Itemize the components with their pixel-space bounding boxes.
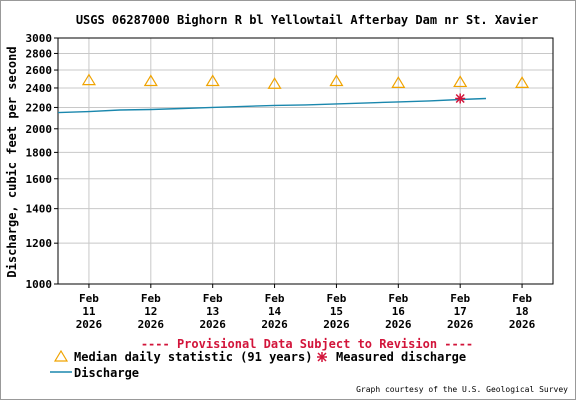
x-tick-label: Feb [327, 292, 347, 305]
x-tick-label: 2026 [447, 318, 474, 331]
x-tick-label: 2026 [509, 318, 536, 331]
x-tick-label: 12 [144, 305, 157, 318]
median-daily-marker [205, 74, 220, 87]
x-tick-label: Feb [203, 292, 223, 305]
x-tick-label: 2026 [261, 318, 288, 331]
y-tick-label: 2200 [26, 101, 53, 114]
chart-title: USGS 06287000 Bighorn R bl Yellowtail Af… [76, 13, 538, 27]
usgs-credit: Graph courtesy of the U.S. Geological Su… [356, 385, 568, 394]
y-tick-label: 2000 [26, 123, 53, 136]
y-tick-label: 1800 [26, 146, 53, 159]
x-tick-label: Feb [141, 292, 161, 305]
x-tick-label: 2026 [76, 318, 103, 331]
legend-label: Median daily statistic (91 years) [74, 350, 312, 364]
x-tick-label: Feb [79, 292, 99, 305]
legend-label: Discharge [74, 366, 139, 380]
discharge-series-line [57, 97, 487, 114]
median-daily-marker [453, 75, 468, 88]
y-axis-label: Discharge, cubic feet per second [5, 46, 19, 277]
legend-label: Measured discharge [336, 350, 466, 364]
y-tick-label: 2400 [26, 82, 53, 95]
x-tick-label: 16 [392, 305, 406, 318]
asterisk-stroke [455, 93, 465, 104]
x-tick-label: 2026 [385, 318, 412, 331]
y-tick-label: 1200 [26, 237, 53, 250]
x-tick-label: 15 [330, 305, 343, 318]
x-tick-label: Feb [265, 292, 285, 305]
x-tick-label: Feb [450, 292, 470, 305]
median-daily-marker [143, 74, 158, 87]
x-tick-label: 2026 [199, 318, 226, 331]
legend-asterisk-icon [317, 352, 327, 362]
asterisk-stroke [317, 352, 327, 362]
y-tick-label: 3000 [26, 32, 53, 45]
plot-frame [57, 37, 554, 285]
median-daily-marker [267, 77, 282, 89]
x-axis: Feb112026Feb122026Feb132026Feb142026Feb1… [76, 284, 536, 331]
x-tick-label: 11 [82, 305, 96, 318]
y-tick-label: 2600 [26, 64, 53, 77]
median-daily-marker [391, 76, 406, 88]
series-layer [57, 73, 530, 114]
y-axis: 1000 1200 1400 1600 1800 2000 2200 2400 2600 2800… [26, 32, 58, 291]
x-tick-label: 13 [206, 305, 219, 318]
x-tick-label: 2026 [138, 318, 165, 331]
x-tick-label: Feb [512, 292, 532, 305]
median-daily-marker [329, 74, 344, 87]
x-tick-label: 17 [454, 305, 467, 318]
x-tick-label: Feb [388, 292, 408, 305]
median-daily-marker [81, 73, 96, 86]
y-tick-label: 1400 [26, 203, 53, 216]
y-tick-label: 1000 [26, 278, 53, 291]
y-tick-label: 1600 [26, 173, 53, 186]
x-tick-label: 18 [515, 305, 528, 318]
x-tick-label: 2026 [323, 318, 350, 331]
x-tick-label: 14 [268, 305, 282, 318]
y-tick-label: 2800 [26, 47, 53, 60]
legend: Median daily statistic (91 years) Measure… [50, 349, 466, 380]
legend-triangle-icon [53, 349, 69, 362]
provisional-annotation: ---- Provisional Data Subject to Revisio… [141, 337, 473, 351]
median-daily-marker [515, 76, 530, 88]
measured-discharge-marker [455, 93, 466, 104]
